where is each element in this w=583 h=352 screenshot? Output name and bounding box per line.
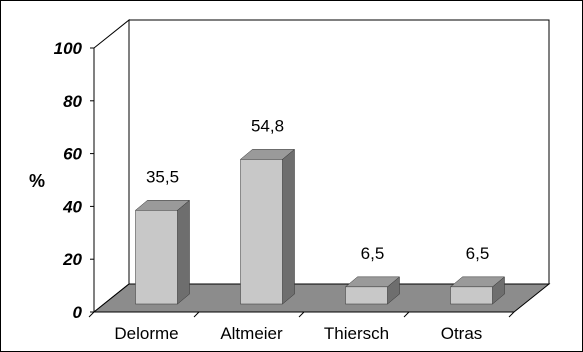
- bar-front: [240, 159, 283, 305]
- bars: 35,5 54,8 6,5 6,5: [134, 116, 506, 305]
- y-tick-label: 60: [63, 145, 82, 164]
- data-label: 35,5: [146, 167, 179, 186]
- y-tick-label: 40: [62, 197, 82, 216]
- chart-walls: [88, 18, 551, 318]
- bar-front: [450, 286, 493, 305]
- bar-thiersch: 6,5: [344, 244, 401, 305]
- data-label: 54,8: [251, 116, 284, 135]
- bar-side: [282, 148, 295, 305]
- category-label: Thiersch: [324, 324, 389, 343]
- data-label: 6,5: [361, 244, 385, 263]
- side-wall: [93, 18, 130, 314]
- data-label: 6,5: [466, 244, 490, 263]
- bar-otras: 6,5: [449, 244, 506, 305]
- bar-front: [135, 210, 178, 305]
- y-tick-label: 0: [73, 303, 83, 322]
- category-label: Delorme: [114, 324, 178, 343]
- x-axis: Delorme Altmeier Thiersch Otras: [114, 324, 482, 343]
- x-tick-mark: [88, 311, 95, 318]
- bar-delorme: 35,5: [134, 167, 191, 305]
- chart-floor: [92, 283, 551, 313]
- y-axis: 0 20 40 60 80 100: [54, 39, 94, 322]
- category-label: Altmeier: [220, 324, 283, 343]
- x-tick-mark: [298, 311, 305, 318]
- x-tick-mark: [508, 311, 515, 318]
- bar-front: [345, 286, 388, 305]
- bar-side: [177, 199, 190, 305]
- category-label: Otras: [441, 324, 483, 343]
- x-tick-mark: [403, 311, 410, 318]
- y-tick-label: 100: [54, 39, 83, 58]
- x-tick-mark: [193, 311, 200, 318]
- y-tick-label: 20: [62, 250, 82, 269]
- y-tick-label: 80: [63, 92, 82, 111]
- bar-altmeier: 54,8: [239, 116, 296, 305]
- y-axis-label: %: [29, 171, 45, 191]
